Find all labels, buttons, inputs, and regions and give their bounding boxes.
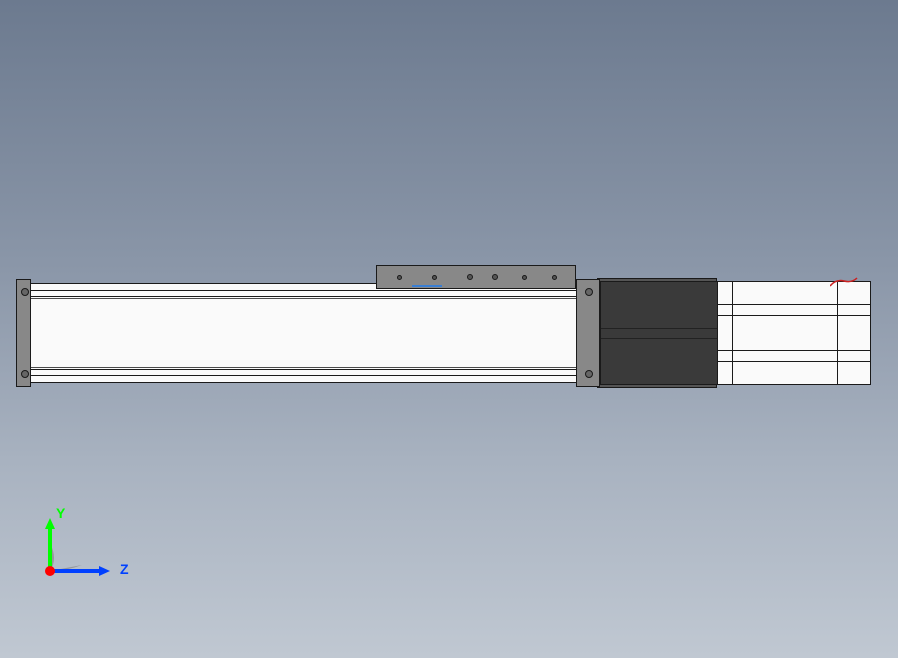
cad-viewport[interactable]: Y Z xyxy=(0,0,898,658)
housing-seam xyxy=(732,282,733,384)
x-axis-origin xyxy=(45,566,55,576)
bracket-hole xyxy=(552,275,557,280)
orientation-triad[interactable]: Y Z xyxy=(30,503,130,603)
bracket-accent xyxy=(412,285,442,287)
y-axis-arrow xyxy=(45,518,55,529)
coupling-block xyxy=(576,279,600,387)
housing-band xyxy=(717,304,870,316)
rail-groove-line xyxy=(17,375,595,376)
housing-band xyxy=(717,350,870,362)
rail-groove-line xyxy=(17,296,595,297)
bracket-hole xyxy=(492,274,498,280)
triad-arc xyxy=(50,543,82,571)
bracket-hole xyxy=(432,275,437,280)
bracket-hole xyxy=(522,275,527,280)
y-axis-label: Y xyxy=(56,505,65,521)
motor-seam xyxy=(601,328,717,329)
rail-groove-line xyxy=(17,298,595,299)
linear-rail-body xyxy=(16,283,596,383)
bracket-hole xyxy=(467,274,473,280)
rail-groove-line xyxy=(17,369,595,370)
z-axis-arrow xyxy=(99,566,110,576)
motor-wire xyxy=(830,274,858,284)
rail-groove-line xyxy=(17,367,595,368)
rail-end-cap-left xyxy=(16,279,31,387)
motor-flange-bottom xyxy=(597,384,717,388)
motor-flange-top xyxy=(597,278,717,282)
housing-seam xyxy=(837,282,838,384)
motor-extension-housing xyxy=(716,281,871,385)
motor-seam xyxy=(601,338,717,339)
bracket-hole xyxy=(397,275,402,280)
mounting-bracket xyxy=(376,265,576,289)
model-assembly xyxy=(16,265,876,395)
rail-groove-line xyxy=(17,290,595,291)
stepper-motor xyxy=(600,281,718,385)
z-axis-label: Z xyxy=(120,561,129,577)
